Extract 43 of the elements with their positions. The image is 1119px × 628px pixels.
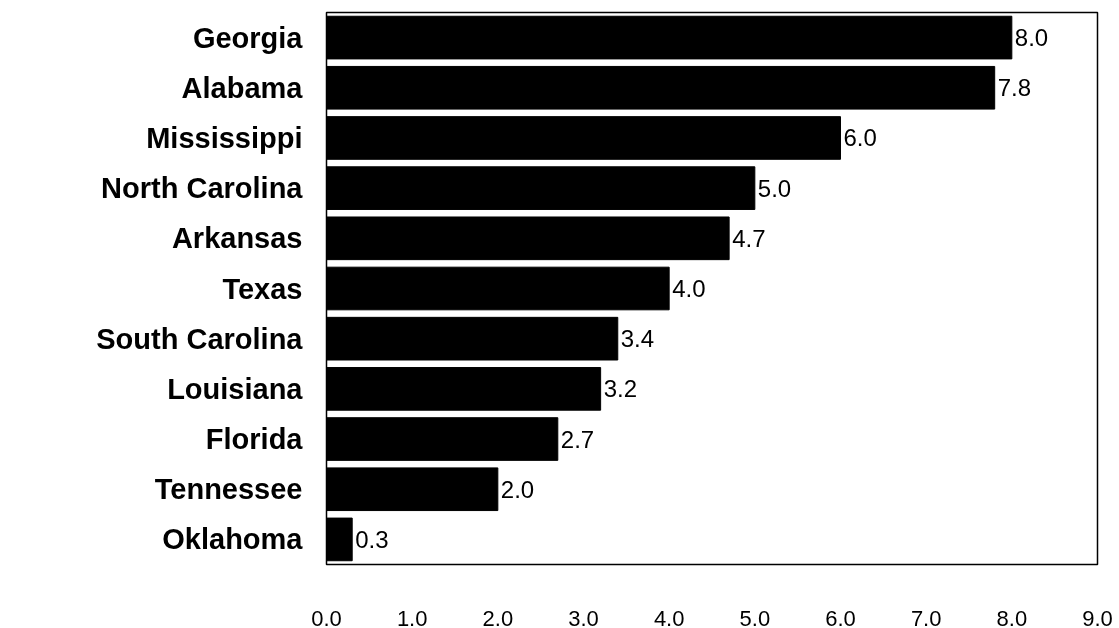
bar — [326, 116, 841, 160]
x-tick-label: 0.0 — [311, 605, 342, 628]
y-tick-label: Louisiana — [167, 372, 304, 405]
y-tick-label: Tennessee — [154, 473, 303, 506]
data-label: 4.0 — [672, 275, 706, 302]
data-label: 5.0 — [757, 174, 792, 202]
bar — [326, 467, 499, 512]
bar — [326, 65, 996, 110]
data-label: 4.7 — [732, 224, 766, 252]
bar — [326, 216, 730, 261]
data-label: 6.0 — [843, 124, 877, 152]
data-label: 0.3 — [355, 525, 389, 553]
x-tick-label: 9.0 — [1082, 605, 1113, 628]
y-tick-label: Georgia — [192, 21, 304, 54]
x-tick-label: 2.0 — [482, 605, 514, 628]
bar — [326, 417, 559, 461]
y-tick-label: Arkansas — [171, 222, 303, 255]
bar — [326, 517, 353, 562]
y-tick-label: North Carolina — [101, 172, 304, 205]
y-tick-label: Alabama — [181, 71, 304, 104]
y-tick-label: Mississippi — [146, 121, 303, 154]
data-label: 8.0 — [1014, 24, 1049, 52]
data-label: 2.0 — [500, 475, 535, 503]
bar — [326, 266, 670, 311]
x-tick-label: 3.0 — [568, 605, 599, 628]
bar — [326, 15, 1013, 60]
y-tick-label: Texas — [222, 272, 303, 305]
data-label: 3.4 — [620, 325, 655, 353]
data-label: 3.2 — [603, 375, 638, 403]
y-tick-label: Florida — [205, 423, 304, 456]
y-tick-label: South Carolina — [96, 322, 304, 355]
y-tick-label: Oklahoma — [162, 523, 304, 556]
x-tick-label: 6.0 — [825, 605, 856, 628]
bar — [326, 316, 619, 361]
data-label: 2.7 — [560, 425, 595, 453]
data-label: 7.8 — [997, 74, 1032, 102]
x-tick-label: 1.0 — [396, 605, 428, 628]
x-tick-label: 8.0 — [996, 605, 1028, 628]
bar — [326, 166, 756, 210]
bar — [326, 367, 602, 411]
x-tick-label: 5.0 — [739, 605, 771, 628]
x-tick-label: 4.0 — [653, 605, 685, 628]
x-tick-label: 7.0 — [910, 605, 942, 628]
